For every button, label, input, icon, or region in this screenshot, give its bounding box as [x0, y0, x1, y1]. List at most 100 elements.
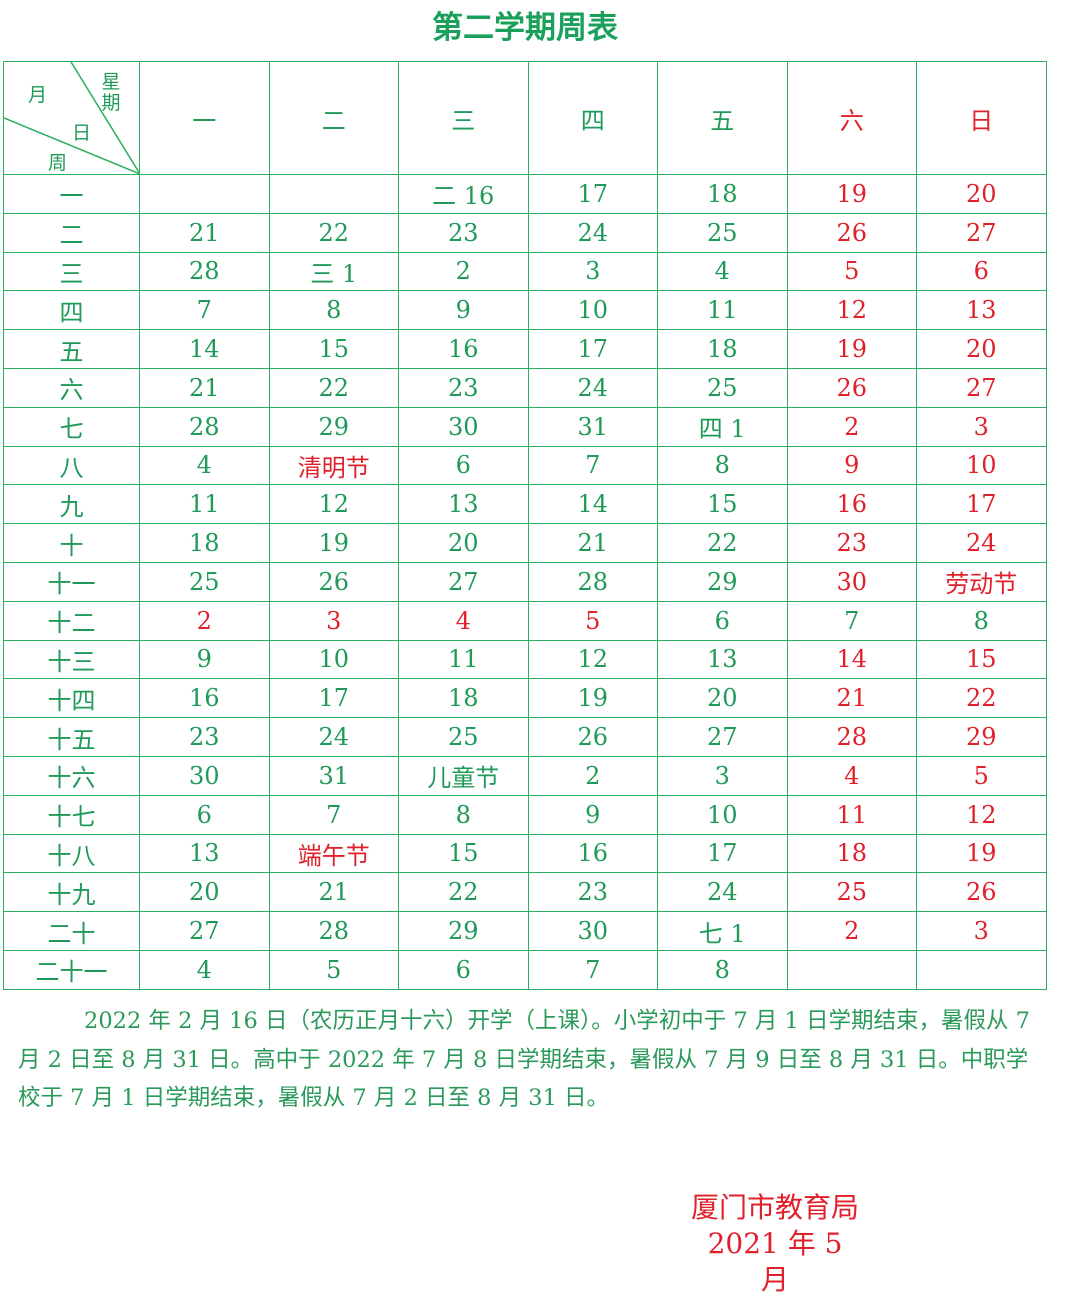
- corner-week-label: 周: [48, 152, 68, 174]
- week-row: 一 二 16 17 18 19 20: [3, 174, 1047, 214]
- day-cell: 28: [268, 911, 399, 951]
- day-cell: [786, 949, 917, 990]
- day-cell: 劳动节: [916, 561, 1047, 602]
- day-cell: 21: [527, 523, 658, 563]
- day-cell: 11: [398, 639, 529, 680]
- week-row: 八 4 清明节 6 7 8 9 10: [3, 445, 1047, 486]
- day-cell: 23: [398, 212, 529, 253]
- day-cell: [268, 174, 399, 214]
- day-cell: 23: [527, 872, 658, 913]
- week-number-cell: 三: [3, 251, 140, 292]
- day-cell: 10: [657, 794, 788, 835]
- day-cell: 17: [268, 678, 399, 719]
- day-cell: 24: [916, 523, 1047, 563]
- week-number-cell: 二十: [3, 911, 140, 951]
- day-cell: 9: [527, 794, 658, 835]
- corner-month-label: 月: [28, 84, 48, 106]
- weekday-header: 一: [139, 61, 270, 175]
- day-cell: 12: [916, 794, 1047, 835]
- week-number-cell: 十六: [3, 755, 140, 796]
- day-cell: 20: [916, 174, 1047, 214]
- day-cell: 28: [527, 561, 658, 602]
- day-cell: 31: [268, 755, 399, 796]
- day-cell: 26: [268, 561, 399, 602]
- day-cell: 14: [139, 329, 270, 369]
- day-cell: 15: [268, 329, 399, 369]
- day-cell: 7: [786, 600, 917, 641]
- day-cell: 26: [786, 212, 917, 253]
- day-cell: 6: [398, 949, 529, 990]
- week-number-cell: 十五: [3, 717, 140, 757]
- day-cell: 30: [786, 561, 917, 602]
- day-cell: 4: [139, 949, 270, 990]
- day-cell: [916, 949, 1047, 990]
- weekday-header: 五: [657, 61, 788, 175]
- week-number-cell: 六: [3, 367, 140, 408]
- day-cell: 26: [916, 872, 1047, 913]
- day-cell: 19: [786, 174, 917, 214]
- day-cell: 15: [657, 484, 788, 525]
- week-number-cell: 十四: [3, 678, 140, 719]
- day-cell: 6: [916, 251, 1047, 292]
- day-cell: [139, 174, 270, 214]
- day-cell: 5: [916, 755, 1047, 796]
- day-cell: 23: [786, 523, 917, 563]
- day-cell: 24: [527, 212, 658, 253]
- day-cell: 20: [657, 678, 788, 719]
- day-cell: 20: [398, 523, 529, 563]
- day-cell: 3: [916, 406, 1047, 447]
- day-cell: 21: [139, 212, 270, 253]
- week-number-cell: 二十一: [3, 949, 140, 990]
- week-number-cell: 四: [3, 290, 140, 331]
- day-cell: 13: [139, 833, 270, 874]
- day-cell: 2: [139, 600, 270, 641]
- weekday-header: 三: [398, 61, 529, 175]
- day-cell: 24: [527, 367, 658, 408]
- week-row: 九 11 12 13 14 15 16 17: [3, 484, 1047, 525]
- week-row: 十二 2 3 4 5 6 7 8: [3, 600, 1047, 641]
- day-cell: 8: [916, 600, 1047, 641]
- day-cell: 22: [268, 367, 399, 408]
- week-row: 十九 20 21 22 23 24 25 26: [3, 872, 1047, 913]
- day-cell: 7: [527, 949, 658, 990]
- issue-date: 2021 年 5 月: [707, 1227, 843, 1296]
- week-number-cell: 十三: [3, 639, 140, 680]
- day-cell: 6: [657, 600, 788, 641]
- day-cell: 5: [786, 251, 917, 292]
- day-cell: 3: [916, 911, 1047, 951]
- week-number-cell: 十: [3, 523, 140, 563]
- day-cell: 20: [916, 329, 1047, 369]
- week-row: 十六 30 31 儿童节 2 3 4 5: [3, 755, 1047, 796]
- day-cell: 26: [786, 367, 917, 408]
- semester-note: 2022 年 2 月 16 日（农历正月十六）开学（上课）。小学初中于 7 月 …: [18, 1008, 1030, 1111]
- day-cell: 11: [786, 794, 917, 835]
- day-cell: 13: [657, 639, 788, 680]
- day-cell: 25: [398, 717, 529, 757]
- day-cell: 25: [657, 212, 788, 253]
- day-cell: 6: [139, 794, 270, 835]
- day-cell: 5: [268, 949, 399, 990]
- day-cell: 19: [916, 833, 1047, 874]
- day-cell: 22: [268, 212, 399, 253]
- day-cell: 23: [139, 717, 270, 757]
- week-number-cell: 十二: [3, 600, 140, 641]
- week-number-cell: 九: [3, 484, 140, 525]
- day-cell: 27: [398, 561, 529, 602]
- day-cell: 8: [657, 445, 788, 486]
- week-number-cell: 八: [3, 445, 140, 486]
- corner-weekday-label: 星期: [101, 71, 121, 114]
- day-cell: 25: [139, 561, 270, 602]
- week-number-cell: 十九: [3, 872, 140, 913]
- week-row: 十七 6 7 8 9 10 11 12: [3, 794, 1047, 835]
- day-cell: 14: [786, 639, 917, 680]
- day-cell: 26: [527, 717, 658, 757]
- day-cell: 二 16: [398, 174, 529, 214]
- day-cell: 18: [398, 678, 529, 719]
- day-cell: 清明节: [268, 445, 399, 486]
- day-cell: 22: [916, 678, 1047, 719]
- day-cell: 9: [786, 445, 917, 486]
- day-cell: 19: [527, 678, 658, 719]
- day-cell: 17: [527, 329, 658, 369]
- day-cell: 四 1: [657, 406, 788, 447]
